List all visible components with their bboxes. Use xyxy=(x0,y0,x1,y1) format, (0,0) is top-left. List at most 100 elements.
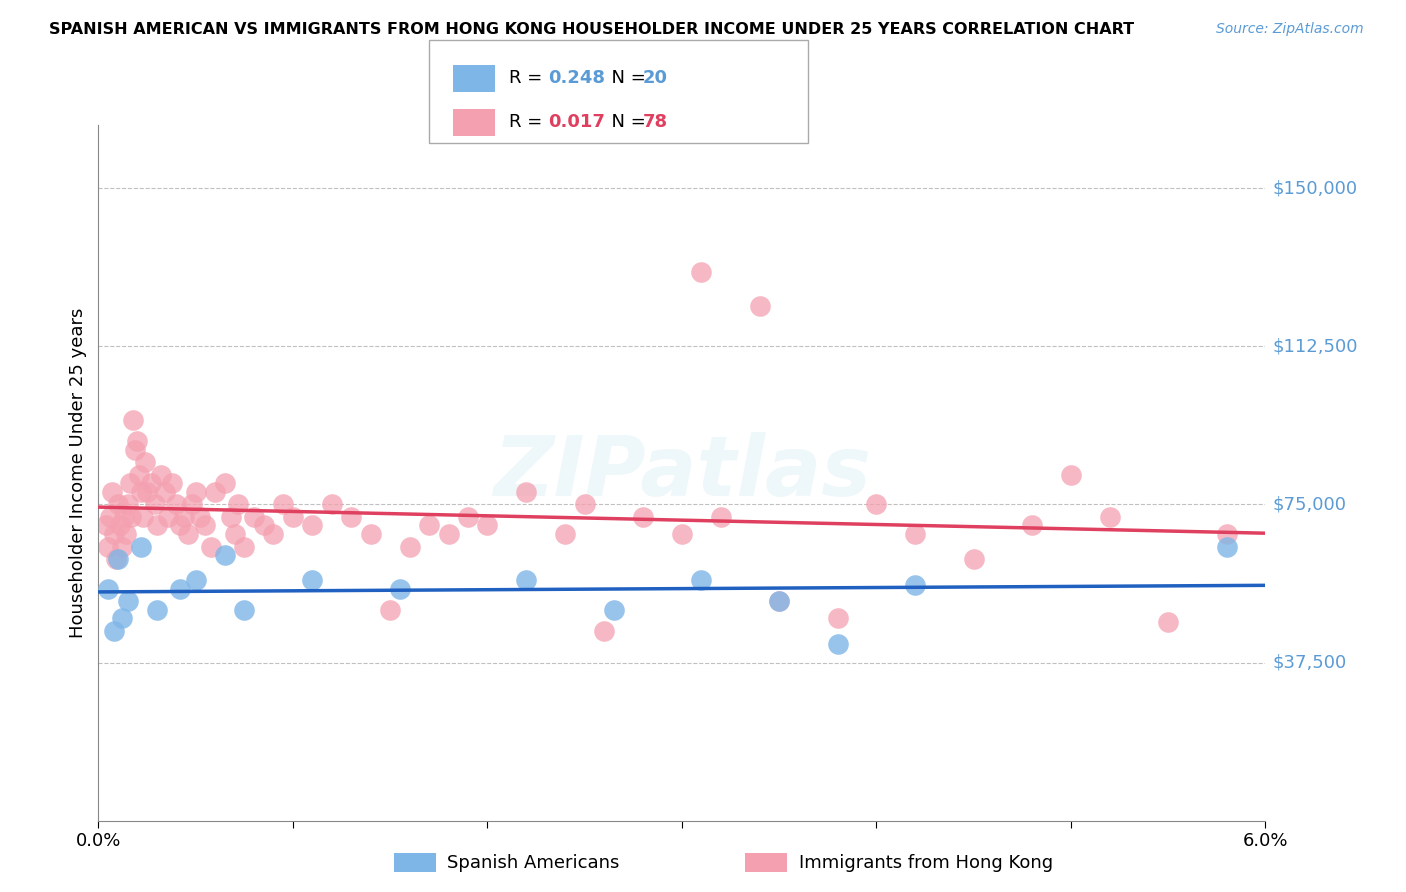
Point xyxy=(1157,615,1180,630)
Point xyxy=(340,510,363,524)
Point xyxy=(146,518,169,533)
Point xyxy=(271,497,294,511)
Point xyxy=(631,510,654,524)
Point xyxy=(690,574,713,588)
Point xyxy=(768,594,790,608)
Text: ZIPatlas: ZIPatlas xyxy=(494,433,870,513)
Y-axis label: Householder Income Under 25 years: Householder Income Under 25 years xyxy=(69,308,87,638)
Point xyxy=(593,624,616,638)
Point xyxy=(962,552,984,566)
Point xyxy=(418,518,440,533)
Point xyxy=(253,518,276,533)
Text: Source: ZipAtlas.com: Source: ZipAtlas.com xyxy=(1216,22,1364,37)
Point xyxy=(228,497,250,511)
Point xyxy=(103,527,125,541)
Point xyxy=(194,518,217,533)
Point xyxy=(108,518,131,533)
Point xyxy=(169,518,191,533)
Text: $150,000: $150,000 xyxy=(1272,179,1358,197)
Point xyxy=(233,540,256,554)
Point xyxy=(690,265,713,279)
Point xyxy=(1215,527,1237,541)
Point xyxy=(515,484,537,499)
Point xyxy=(1060,467,1083,482)
Point xyxy=(710,510,733,524)
Point xyxy=(96,518,118,533)
Point xyxy=(153,484,176,499)
Point xyxy=(124,442,146,457)
Point xyxy=(117,497,139,511)
Text: $75,000: $75,000 xyxy=(1272,495,1347,514)
Text: R =: R = xyxy=(509,70,548,87)
Point xyxy=(122,413,145,427)
Point xyxy=(169,582,191,596)
Point xyxy=(437,527,460,541)
Point xyxy=(97,582,120,596)
Text: $37,500: $37,500 xyxy=(1272,654,1347,672)
Point xyxy=(301,574,323,588)
Point xyxy=(515,574,537,588)
Point xyxy=(827,611,849,625)
Point xyxy=(748,299,770,313)
Point xyxy=(865,497,887,511)
Text: 78: 78 xyxy=(643,113,668,131)
Point xyxy=(136,484,159,499)
Point xyxy=(827,636,849,650)
Point xyxy=(134,455,156,469)
Text: N =: N = xyxy=(600,113,652,131)
Point xyxy=(177,527,200,541)
Point xyxy=(104,552,127,566)
Point xyxy=(281,510,304,524)
Point xyxy=(574,497,596,511)
Text: $112,500: $112,500 xyxy=(1272,337,1358,355)
Point xyxy=(149,467,172,482)
Point xyxy=(904,527,927,541)
Point xyxy=(188,510,211,524)
Point xyxy=(301,518,323,533)
Point xyxy=(262,527,284,541)
Point xyxy=(477,518,499,533)
Point xyxy=(117,594,139,608)
Point xyxy=(129,540,152,554)
Point xyxy=(118,476,141,491)
Text: 0.248: 0.248 xyxy=(548,70,606,87)
Point xyxy=(1021,518,1043,533)
Point xyxy=(162,476,184,491)
Point xyxy=(224,527,246,541)
Point xyxy=(146,603,169,617)
Point xyxy=(768,594,790,608)
Point xyxy=(398,540,420,554)
Point xyxy=(114,527,136,541)
Point xyxy=(98,510,121,524)
Point xyxy=(457,510,479,524)
Point xyxy=(321,497,343,511)
Point xyxy=(1098,510,1121,524)
Text: R =: R = xyxy=(509,113,548,131)
Point xyxy=(97,540,120,554)
Point xyxy=(388,582,411,596)
Point xyxy=(233,603,256,617)
Point xyxy=(180,497,202,511)
Point xyxy=(143,497,166,511)
Point xyxy=(111,611,134,625)
Point xyxy=(204,484,226,499)
Point xyxy=(554,527,576,541)
Point xyxy=(243,510,266,524)
Point xyxy=(603,603,626,617)
Text: N =: N = xyxy=(600,70,652,87)
Point xyxy=(132,510,155,524)
Point xyxy=(184,574,207,588)
Point xyxy=(360,527,382,541)
Point xyxy=(671,527,693,541)
Point xyxy=(200,540,222,554)
Point xyxy=(214,476,236,491)
Point xyxy=(101,484,124,499)
Point xyxy=(173,510,195,524)
Point xyxy=(107,552,129,566)
Point xyxy=(103,624,125,638)
Point xyxy=(219,510,242,524)
Point xyxy=(111,540,134,554)
Point xyxy=(904,577,927,591)
Text: Immigrants from Hong Kong: Immigrants from Hong Kong xyxy=(799,854,1053,871)
Point xyxy=(139,476,162,491)
